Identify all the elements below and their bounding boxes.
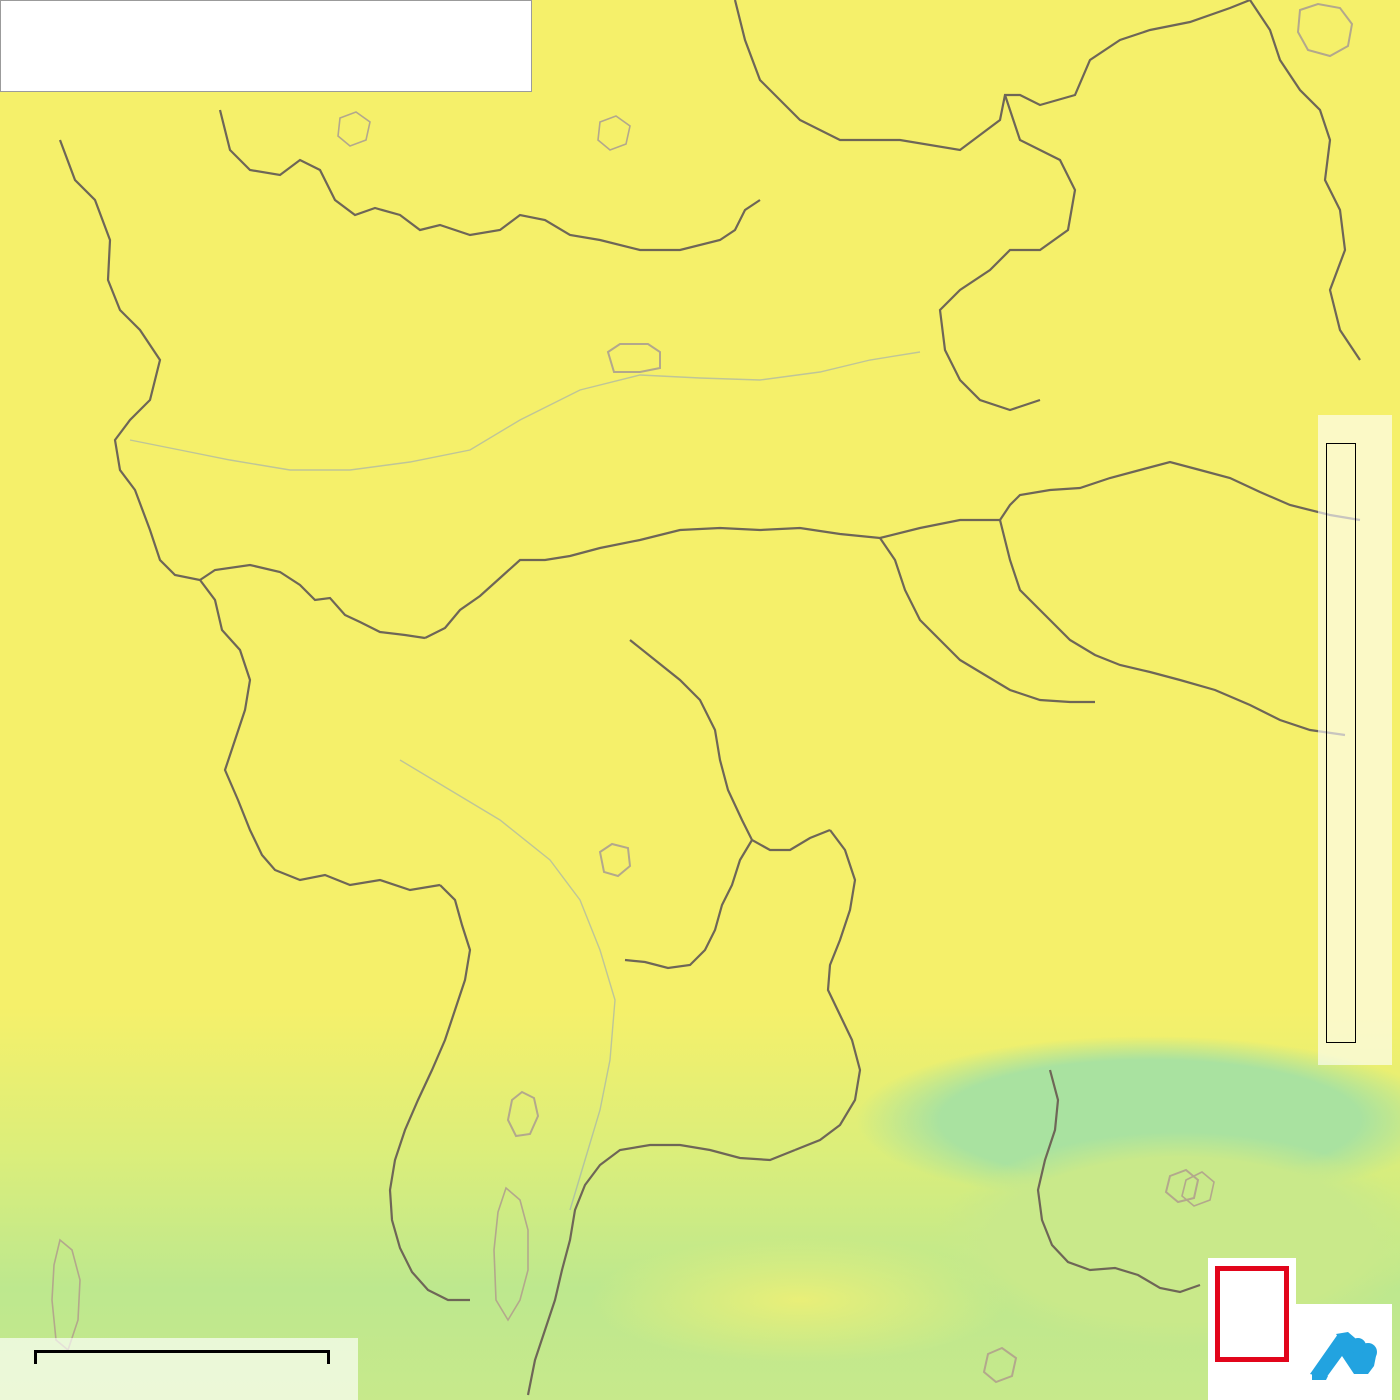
color-legend	[1318, 415, 1392, 1065]
zamg-frame	[1215, 1266, 1289, 1362]
zamg-logo	[1208, 1258, 1296, 1400]
logo-group	[1208, 1258, 1392, 1400]
scale-rule	[34, 1350, 330, 1364]
scale-bar	[0, 1338, 358, 1400]
geosphere-logo	[1296, 1304, 1392, 1400]
mountain-cloud-icon	[1310, 1332, 1377, 1380]
title-box	[0, 0, 532, 92]
legend-colorbar	[1326, 443, 1356, 1043]
